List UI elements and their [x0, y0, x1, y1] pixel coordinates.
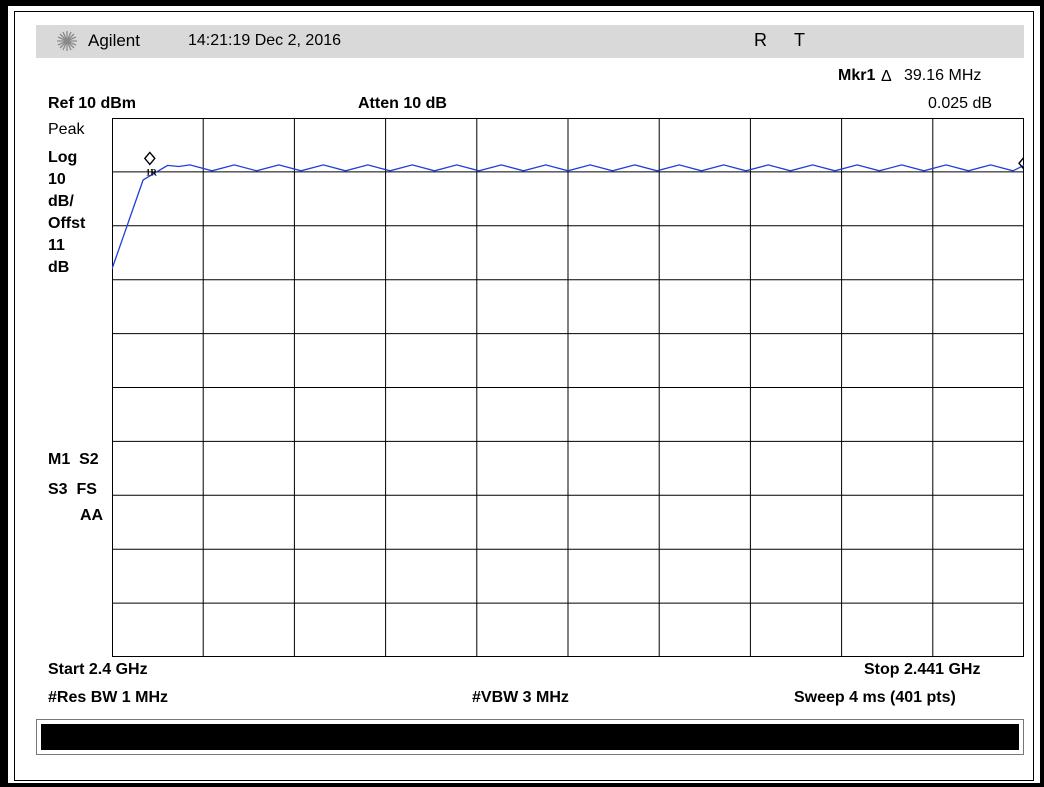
marker-frequency: 39.16 MHz	[904, 67, 982, 84]
status-line-2: S3 FS	[48, 481, 97, 498]
spectrum-plot: 1R	[112, 118, 1024, 657]
status-flag-t: T	[794, 30, 805, 50]
message-bar	[36, 719, 1024, 755]
brand-name: Agilent	[88, 31, 140, 50]
marker-diamond-icon	[143, 151, 156, 166]
attenuation: Atten 10 dB	[358, 95, 447, 112]
start-frequency: Start 2.4 GHz	[48, 661, 148, 678]
status-flag-r: R	[754, 30, 767, 50]
scale-unit: dB/	[48, 193, 74, 210]
trace-line	[112, 164, 1024, 270]
scale-type: Log	[48, 149, 78, 166]
marker-label: Mkr1	[838, 67, 876, 84]
marker-diamond-icon	[1018, 156, 1024, 171]
scale-value: 10	[48, 171, 66, 188]
delta-symbol: Δ	[881, 68, 892, 85]
graticule	[112, 118, 1024, 657]
title-bar: Agilent 14:21:19 Dec 2, 2016 R T	[36, 25, 1024, 58]
screen-area	[14, 11, 1034, 781]
video-bandwidth: #VBW 3 MHz	[472, 689, 569, 706]
status-line-1: M1 S2	[48, 451, 99, 468]
resolution-bandwidth: #Res BW 1 MHz	[48, 689, 169, 706]
offset-unit: dB	[48, 259, 70, 276]
reference-level: Ref 10 dBm	[48, 95, 137, 112]
status-line-3: AA	[80, 507, 104, 524]
timestamp: 14:21:19 Dec 2, 2016	[188, 32, 342, 49]
agilent-spark-icon	[57, 31, 77, 51]
sweep-time: Sweep 4 ms (401 pts)	[794, 689, 956, 706]
detector-mode: Peak	[48, 121, 85, 138]
marker-level: 0.025 dB	[928, 95, 993, 112]
marker-tag: 1R	[146, 167, 158, 177]
stop-frequency: Stop 2.441 GHz	[864, 661, 981, 678]
offset-value: 11	[48, 237, 65, 254]
offset-label: Offst	[48, 215, 86, 232]
